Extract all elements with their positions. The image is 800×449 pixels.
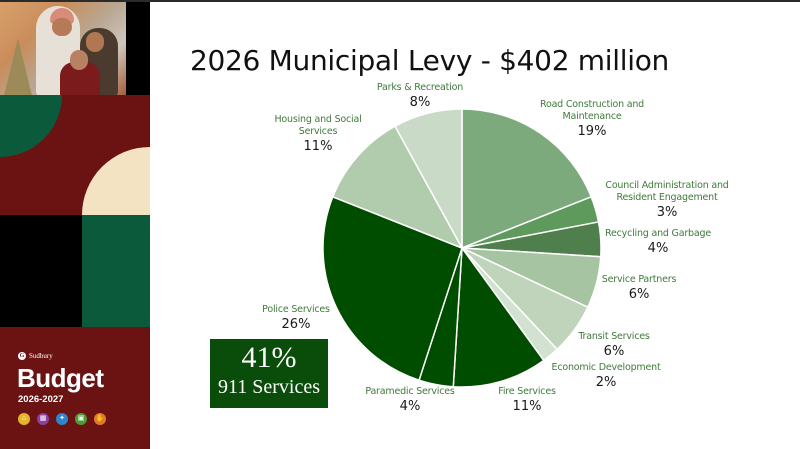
sidebar-green-block: [82, 215, 150, 327]
calculator-icon: ▦: [37, 413, 49, 425]
911-services-callout: 41% 911 Services: [210, 339, 328, 408]
label-percent: 6%: [603, 344, 625, 359]
label-percent: 3%: [656, 205, 678, 220]
label-percent: 6%: [628, 287, 650, 302]
window-top-bar: [0, 0, 800, 2]
label-parks-recreation: Parks & Recreation 8%: [377, 82, 463, 111]
label-percent: 2%: [595, 375, 617, 390]
budget-icons-row: ⌂ ▦ ✦ ▣ ✋: [18, 413, 106, 425]
label-name: Services: [298, 126, 338, 137]
family-photo: [0, 2, 126, 95]
callout-value: 41%: [241, 341, 297, 374]
label-name: Economic Development: [551, 362, 661, 373]
budget-years: 2026-2027: [18, 394, 64, 405]
label-recycling-garbage: Recycling and Garbage 4%: [605, 228, 711, 257]
slide-title: 2026 Municipal Levy - $402 million: [190, 44, 669, 77]
label-name: Fire Services: [498, 386, 556, 397]
label-name: Paramedic Services: [365, 386, 455, 397]
budget-sidebar-panel: G Sudbury Budget 2026-2027 ⌂ ▦ ✦ ▣ ✋: [0, 2, 150, 449]
label-name: Maintenance: [562, 111, 622, 122]
label-percent: 11%: [512, 399, 542, 414]
label-percent: 11%: [303, 139, 333, 154]
label-housing-social-services: Housing and Social Services 11%: [274, 114, 361, 155]
hammer-icon: ✦: [56, 413, 68, 425]
sidebar-black-block: [0, 215, 82, 327]
document-icon: ▣: [75, 413, 87, 425]
label-service-partners: Service Partners 6%: [601, 274, 677, 303]
label-council-administration: Council Administration and Resident Enga…: [605, 180, 728, 221]
label-percent: 4%: [647, 241, 669, 256]
label-percent: 26%: [281, 317, 311, 332]
label-name: Council Administration and: [605, 180, 729, 191]
label-name: Resident Engagement: [616, 192, 718, 203]
label-paramedic-services: Paramedic Services 4%: [365, 386, 455, 415]
label-economic-development: Economic Development 2%: [552, 362, 661, 391]
pie-slice-housing-and-social-services: [331, 125, 464, 250]
label-name: Service Partners: [601, 274, 677, 285]
sudbury-logo-mark-icon: G: [18, 352, 26, 360]
label-police-services: Police Services 26%: [262, 304, 330, 333]
house-icon: ⌂: [18, 413, 30, 425]
label-name: Road Construction and: [539, 99, 645, 110]
label-name: Recycling and Garbage: [605, 228, 711, 239]
label-percent: 8%: [409, 95, 431, 110]
label-name: Transit Services: [578, 331, 650, 342]
label-name: Police Services: [262, 304, 330, 315]
label-fire-services: Fire Services 11%: [498, 386, 556, 415]
sidebar-black-block-top: [126, 2, 150, 95]
pie-slice-police-services: [322, 195, 463, 382]
sudbury-logo: G Sudbury: [18, 352, 53, 360]
hand-icon: ✋: [94, 413, 106, 425]
label-name: Parks & Recreation: [376, 82, 464, 93]
pie-slice-road-construction-and-maintenance: [461, 108, 593, 250]
label-transit-services: Transit Services 6%: [578, 331, 650, 360]
budget-title: Budget: [17, 363, 104, 393]
sudbury-logo-text: Sudbury: [29, 352, 53, 360]
sidebar-maroon-bottom: [0, 327, 150, 449]
label-road-construction: Road Construction and Maintenance 19%: [540, 99, 644, 140]
sidebar-maroon-block: [0, 95, 150, 215]
callout-label: 911 Services: [217, 376, 320, 398]
pie-slice-fire-services: [452, 245, 545, 388]
pie-slice-parks-recreation: [394, 108, 463, 249]
label-percent: 19%: [577, 124, 607, 139]
label-name: Housing and Social: [274, 114, 362, 125]
label-percent: 4%: [399, 399, 421, 414]
pie-slices: [322, 108, 602, 388]
